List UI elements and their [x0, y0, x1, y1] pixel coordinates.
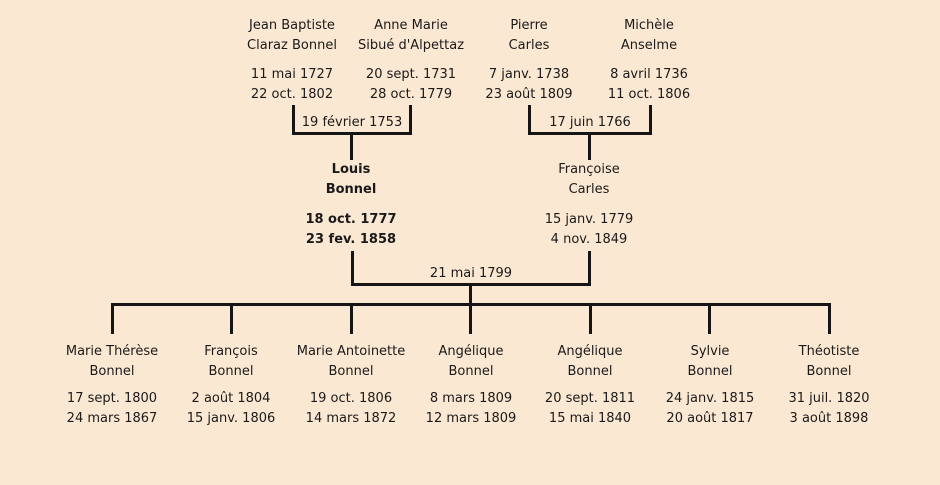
birth-date: 18 oct. 1777	[305, 212, 397, 227]
death-date: 20 août 1817	[666, 411, 754, 426]
person-name-line: Carles	[508, 38, 550, 53]
death-date: 23 août 1809	[485, 87, 573, 102]
connector-line	[588, 134, 591, 160]
marriage-bracket: 21 mai 1799	[351, 251, 591, 286]
connector-line	[469, 303, 472, 334]
birth-date: 8 mars 1809	[429, 391, 513, 406]
person-name-line: Marie Thérèse	[65, 344, 159, 359]
birth-date: 8 avril 1736	[610, 67, 688, 82]
marriage-date-label: 19 février 1753	[301, 115, 403, 130]
birth-date: 24 janv. 1815	[665, 391, 755, 406]
birth-date: 11 mai 1727	[250, 67, 334, 82]
person-name-line: Bonnel	[325, 182, 377, 197]
person-card-louis-bonnel[interactable]: Louis Bonnel 18 oct. 1777 23 fev. 1858	[271, 160, 431, 250]
person-name-line: Bonnel	[89, 364, 135, 379]
connector-line	[350, 303, 353, 334]
connector-line	[111, 303, 114, 334]
person-name-line: Françoise	[558, 162, 620, 177]
person-card-sylvie-bonnel[interactable]: Sylvie Bonnel 24 janv. 1815 20 août 1817	[648, 342, 772, 429]
person-card-francois-bonnel[interactable]: François Bonnel 2 août 1804 15 janv. 180…	[169, 342, 293, 429]
person-name-line: Sylvie	[690, 344, 730, 359]
person-name-line: François	[204, 344, 258, 359]
person-name-line: Anne Marie	[374, 18, 448, 33]
connector-line	[350, 134, 353, 160]
person-card-theotiste-bonnel[interactable]: Théotiste Bonnel 31 juil. 1820 3 août 18…	[767, 342, 891, 429]
birth-date: 19 oct. 1806	[309, 391, 393, 406]
marriage-date-label: 21 mai 1799	[429, 266, 513, 281]
person-name-line: Jean Baptiste	[249, 18, 335, 33]
person-name-line: Anselme	[620, 38, 678, 53]
person-name-line: Bonnel	[567, 364, 613, 379]
person-card-marie-therese-bonnel[interactable]: Marie Thérèse Bonnel 17 sept. 1800 24 ma…	[50, 342, 174, 429]
person-card-michele-anselme[interactable]: Michèle Anselme 8 avril 1736 11 oct. 180…	[574, 16, 724, 105]
death-date: 14 mars 1872	[305, 411, 397, 426]
connector-line	[828, 303, 831, 334]
person-name-line: Marie Antoinette	[296, 344, 406, 359]
person-card-angelique-bonnel-2[interactable]: Angélique Bonnel 20 sept. 1811 15 mai 18…	[528, 342, 652, 429]
birth-date: 20 sept. 1731	[365, 67, 457, 82]
person-name-line: Carles	[568, 182, 610, 197]
death-date: 28 oct. 1779	[369, 87, 453, 102]
person-card-anne-marie-sibue-dalpettaz[interactable]: Anne Marie Sibué d'Alpettaz 20 sept. 173…	[336, 16, 486, 105]
death-date: 4 nov. 1849	[550, 232, 628, 247]
person-name-line: Michèle	[624, 18, 674, 33]
birth-date: 7 janv. 1738	[488, 67, 570, 82]
person-name-line: Angélique	[438, 344, 504, 359]
marriage-bracket: 19 février 1753	[292, 105, 412, 135]
connector-line	[708, 303, 711, 334]
person-name-line: Bonnel	[806, 364, 852, 379]
connector-line	[230, 303, 233, 334]
person-name-line: Bonnel	[687, 364, 733, 379]
person-name-line: Louis	[331, 162, 371, 177]
person-card-marie-antoinette-bonnel[interactable]: Marie Antoinette Bonnel 19 oct. 1806 14 …	[289, 342, 413, 429]
person-card-pierre-carles[interactable]: Pierre Carles 7 janv. 1738 23 août 1809	[454, 16, 604, 105]
person-card-jean-baptiste-claraz-bonnel[interactable]: Jean Baptiste Claraz Bonnel 11 mai 1727 …	[217, 16, 367, 105]
birth-date: 31 juil. 1820	[788, 391, 870, 406]
birth-date: 17 sept. 1800	[66, 391, 158, 406]
birth-date: 15 janv. 1779	[544, 212, 634, 227]
person-name-line: Théotiste	[798, 344, 860, 359]
connector-line	[469, 285, 472, 306]
person-name-line: Pierre	[510, 18, 548, 33]
person-card-francoise-carles[interactable]: Françoise Carles 15 janv. 1779 4 nov. 18…	[509, 160, 669, 250]
death-date: 12 mars 1809	[425, 411, 517, 426]
marriage-bracket: 17 juin 1766	[528, 105, 652, 135]
person-name-line: Sibué d'Alpettaz	[357, 38, 465, 53]
death-date: 15 mai 1840	[548, 411, 632, 426]
connector-line	[589, 303, 592, 334]
person-name-line: Angélique	[557, 344, 623, 359]
person-name-line: Bonnel	[448, 364, 494, 379]
person-name-line: Claraz Bonnel	[247, 38, 337, 53]
death-date: 3 août 1898	[789, 411, 869, 426]
death-date: 11 oct. 1806	[607, 87, 691, 102]
death-date: 15 janv. 1806	[186, 411, 276, 426]
person-card-angelique-bonnel-1[interactable]: Angélique Bonnel 8 mars 1809 12 mars 180…	[409, 342, 533, 429]
death-date: 22 oct. 1802	[250, 87, 334, 102]
death-date: 24 mars 1867	[66, 411, 158, 426]
death-date: 23 fev. 1858	[305, 232, 397, 247]
birth-date: 2 août 1804	[191, 391, 271, 406]
person-name-line: Bonnel	[328, 364, 374, 379]
person-name-line: Bonnel	[208, 364, 254, 379]
marriage-date-label: 17 juin 1766	[549, 115, 631, 130]
birth-date: 20 sept. 1811	[544, 391, 636, 406]
